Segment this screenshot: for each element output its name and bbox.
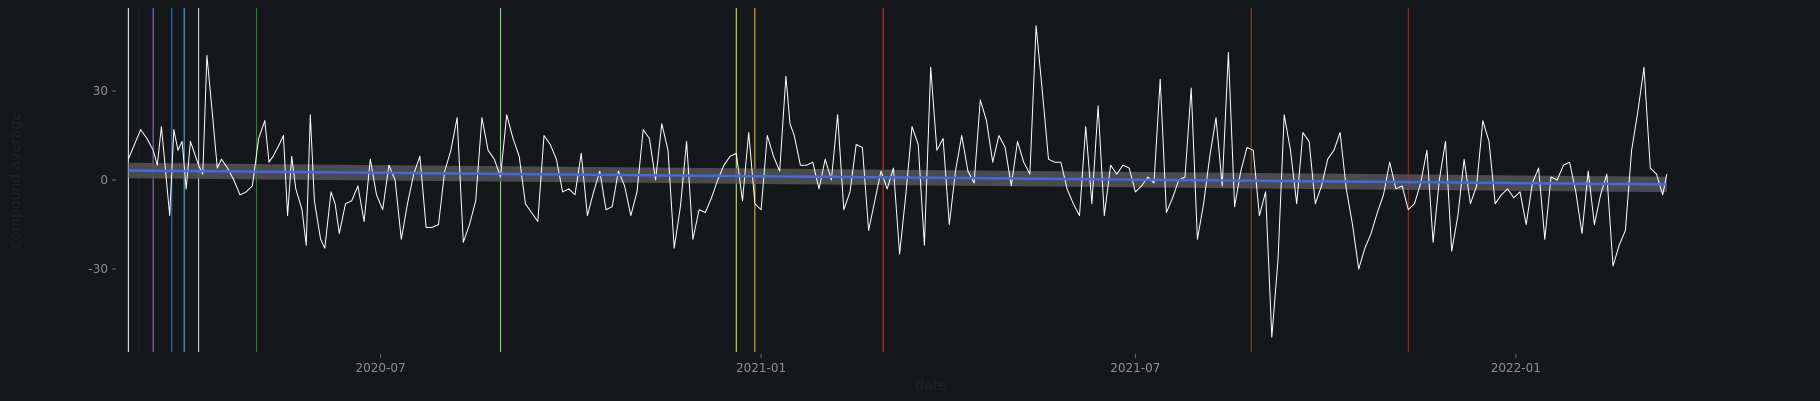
y-tick-label: -30: [88, 262, 108, 276]
x-tick-label: 2021-07: [1110, 361, 1160, 375]
y-axis: -30 0 30: [88, 84, 116, 276]
x-axis: 2020-07 2021-01 2021-07 2022-01: [356, 354, 1541, 375]
x-axis-title: date: [915, 378, 947, 394]
trend-layer: [128, 169, 1667, 186]
series-line-0: [127, 25, 1668, 338]
x-tick-label: 2021-01: [736, 361, 786, 375]
x-tick-label: 2022-01: [1491, 361, 1541, 375]
y-axis-title: compound average: [8, 112, 24, 248]
trend-line: [128, 169, 1667, 186]
y-tick-label: 0: [100, 173, 108, 187]
x-tick-label: 2020-07: [356, 361, 406, 375]
series-layer: [127, 25, 1668, 338]
y-tick-label: 30: [93, 84, 108, 98]
